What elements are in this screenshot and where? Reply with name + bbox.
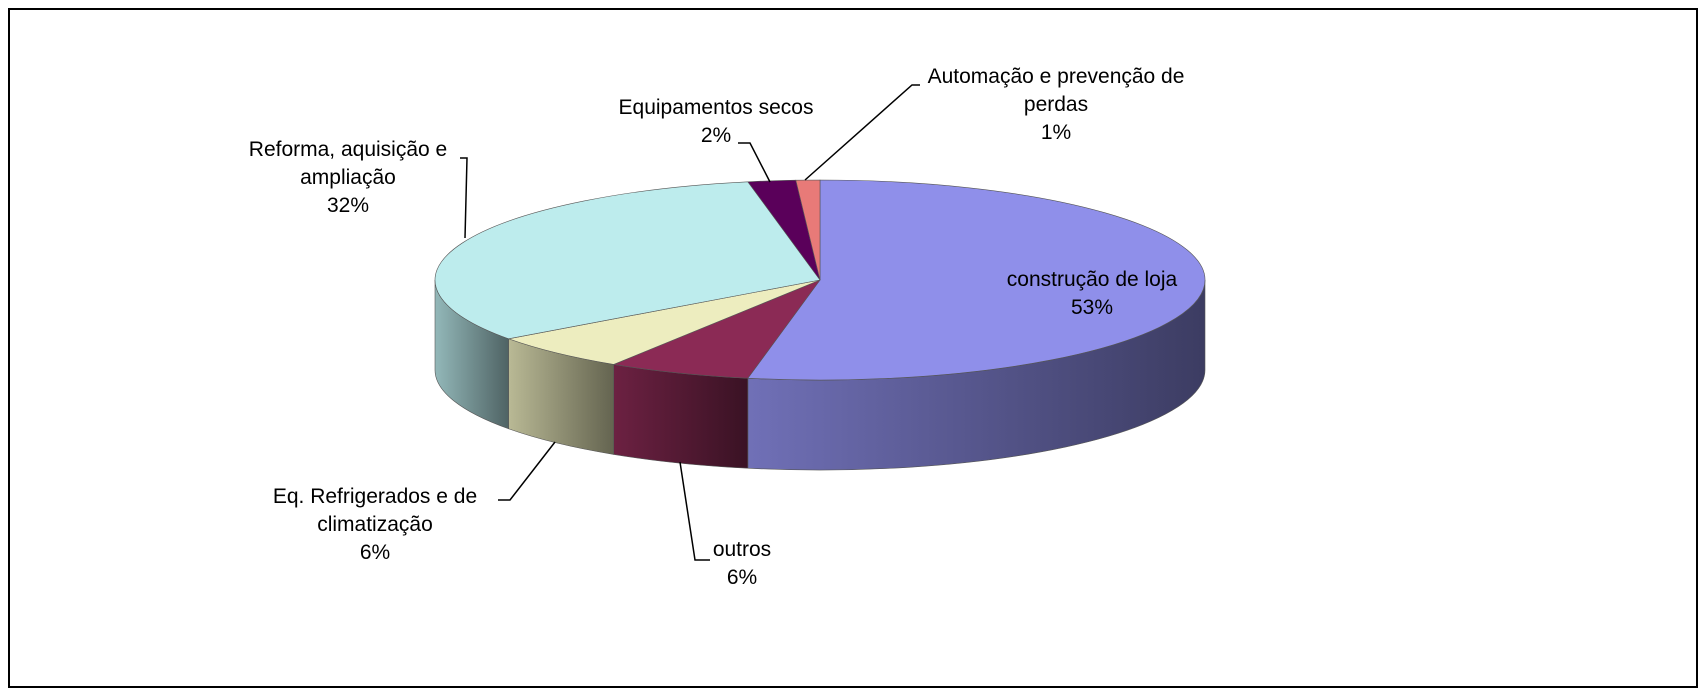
slice-value: 6% — [726, 566, 758, 589]
slice-name: Automação e prevenção de perdas — [927, 65, 1185, 116]
slice — [612, 279, 821, 379]
slice-label: Equipamentos secos 2% — [586, 94, 846, 150]
slice-value: 1% — [1040, 121, 1072, 144]
slice — [747, 179, 1206, 381]
slice — [434, 181, 821, 340]
slice-name: Equipamentos secos — [618, 96, 814, 119]
leader-line — [460, 157, 468, 239]
slice-value: 6% — [359, 541, 391, 564]
slice-side — [613, 364, 749, 469]
slice-name: construção de loja — [1006, 268, 1178, 291]
slice-name: Eq. Refrigerados e de climatização — [272, 485, 478, 536]
leader-line — [804, 84, 920, 181]
slice — [795, 179, 821, 281]
slice-value: 2% — [700, 124, 732, 147]
slice-value: 53% — [1070, 296, 1114, 319]
slice-value: 32% — [326, 194, 370, 217]
chart-frame — [8, 8, 1698, 688]
slice-name: Reforma, aquisição e ampliação — [248, 138, 448, 189]
slice-label: Automação e prevenção de perdas 1% — [919, 63, 1194, 147]
leader-line — [498, 441, 556, 501]
leader-line — [679, 461, 710, 561]
leader-line — [738, 142, 771, 183]
slice-label: outros 6% — [682, 536, 802, 592]
slice-name: outros — [712, 538, 772, 561]
slice-label: Reforma, aquisição e ampliação 32% — [223, 136, 473, 220]
slice-label: Eq. Refrigerados e de climatização 6% — [248, 483, 503, 567]
slice-label: construção de loja 53% — [972, 266, 1212, 322]
slice — [507, 279, 821, 365]
